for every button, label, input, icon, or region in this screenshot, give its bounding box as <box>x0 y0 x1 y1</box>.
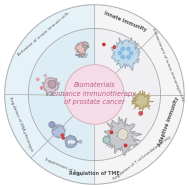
Circle shape <box>40 87 43 89</box>
Circle shape <box>118 51 122 55</box>
Polygon shape <box>103 136 110 143</box>
Circle shape <box>62 137 64 139</box>
Polygon shape <box>116 128 129 141</box>
Polygon shape <box>48 80 57 88</box>
Circle shape <box>5 5 184 184</box>
Polygon shape <box>52 124 65 138</box>
Text: Biomaterials
enhance immunotherapy
of prostate cancer: Biomaterials enhance immunotherapy of pr… <box>52 82 136 105</box>
Wedge shape <box>94 5 158 48</box>
Text: Regulation of TME: Regulation of TME <box>69 171 120 176</box>
Text: Regulation of T cell-mediated killing: Regulation of T cell-mediated killing <box>113 135 172 181</box>
Text: Activation of innate immune cells: Activation of innate immune cells <box>17 11 70 56</box>
Circle shape <box>139 112 143 115</box>
Wedge shape <box>94 94 160 161</box>
Text: Granzyme/: Granzyme/ <box>75 53 89 57</box>
Polygon shape <box>75 42 87 55</box>
Wedge shape <box>115 48 160 94</box>
Wedge shape <box>94 94 184 184</box>
Circle shape <box>110 131 113 133</box>
Text: Innate immunity: Innate immunity <box>103 10 147 32</box>
Wedge shape <box>28 94 73 141</box>
Polygon shape <box>111 38 140 71</box>
Text: Adaptive immunity: Adaptive immunity <box>158 96 180 147</box>
Wedge shape <box>48 115 94 161</box>
Circle shape <box>113 46 115 48</box>
Circle shape <box>121 47 125 51</box>
Text: Enhancement of tumor immunogenicity: Enhancement of tumor immunogenicity <box>151 27 185 101</box>
Wedge shape <box>141 31 184 94</box>
Circle shape <box>79 140 82 143</box>
Circle shape <box>124 144 127 147</box>
Wedge shape <box>31 141 94 184</box>
Text: NF-κB: NF-κB <box>46 92 54 97</box>
Circle shape <box>121 55 125 59</box>
Wedge shape <box>5 94 48 158</box>
Circle shape <box>44 74 46 77</box>
Circle shape <box>36 78 39 81</box>
Circle shape <box>65 65 124 124</box>
Wedge shape <box>94 28 141 74</box>
Text: STING: STING <box>67 141 76 145</box>
Circle shape <box>61 134 64 136</box>
Circle shape <box>130 51 133 55</box>
Circle shape <box>127 55 130 59</box>
Polygon shape <box>42 77 60 94</box>
Text: Regulation of DNA phenotype: Regulation of DNA phenotype <box>8 97 34 152</box>
Circle shape <box>127 47 130 51</box>
Text: Suppression of Tregs: Suppression of Tregs <box>44 158 83 177</box>
Text: Perforin: Perforin <box>77 55 87 59</box>
Wedge shape <box>28 28 94 94</box>
Polygon shape <box>82 41 88 48</box>
Circle shape <box>103 43 105 46</box>
Polygon shape <box>132 91 150 109</box>
Polygon shape <box>49 122 55 128</box>
Polygon shape <box>104 117 142 155</box>
Polygon shape <box>65 135 77 148</box>
Text: cGAS/: cGAS/ <box>68 140 76 144</box>
Wedge shape <box>5 5 94 94</box>
